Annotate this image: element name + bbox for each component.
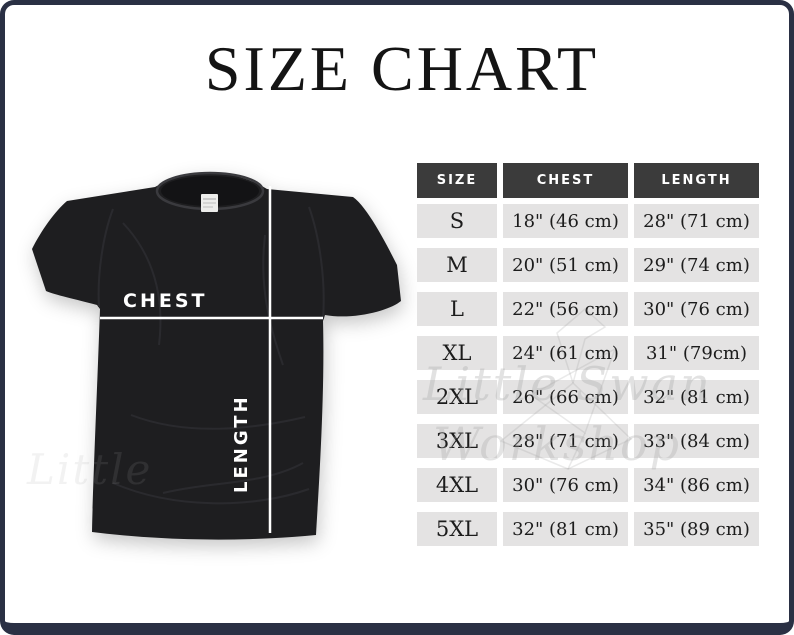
- chest-cell: 24" (61 cm): [503, 336, 628, 370]
- col-header-length: LENGTH: [634, 163, 759, 198]
- chest-cell: 20" (51 cm): [503, 248, 628, 282]
- chest-measure-label: CHEST: [123, 290, 208, 312]
- size-cell: 3XL: [417, 424, 497, 458]
- col-header-size: SIZE: [417, 163, 497, 198]
- length-cell: 32" (81 cm): [634, 380, 759, 414]
- size-table: SIZE CHEST LENGTH S 18" (46 cm) 28" (71 …: [417, 163, 759, 546]
- size-cell: 2XL: [417, 380, 497, 414]
- chest-cell: 32" (81 cm): [503, 512, 628, 546]
- page-title: SIZE CHART: [204, 33, 600, 104]
- col-header-chest: CHEST: [503, 163, 628, 198]
- chest-cell: 18" (46 cm): [503, 204, 628, 238]
- size-cell: M: [417, 248, 497, 282]
- chest-cell: 28" (71 cm): [503, 424, 628, 458]
- size-cell: 5XL: [417, 512, 497, 546]
- size-table-header: SIZE CHEST LENGTH: [417, 163, 759, 198]
- size-cell: L: [417, 292, 497, 326]
- length-cell: 29" (74 cm): [634, 248, 759, 282]
- tshirt-illustration: [32, 171, 401, 540]
- size-cell: 4XL: [417, 468, 497, 502]
- length-cell: 34" (86 cm): [634, 468, 759, 502]
- chest-cell: 26" (66 cm): [503, 380, 628, 414]
- size-cell: XL: [417, 336, 497, 370]
- length-cell: 28" (71 cm): [634, 204, 759, 238]
- tshirt-body: [32, 171, 401, 540]
- size-cell: S: [417, 204, 497, 238]
- neck-tag: [201, 194, 218, 212]
- chest-cell: 22" (56 cm): [503, 292, 628, 326]
- length-cell: 31" (79cm): [634, 336, 759, 370]
- length-measure-label: LENGTH: [231, 394, 252, 493]
- length-cell: 35" (89 cm): [634, 512, 759, 546]
- length-cell: 33" (84 cm): [634, 424, 759, 458]
- chest-cell: 30" (76 cm): [503, 468, 628, 502]
- size-table-body: S 18" (46 cm) 28" (71 cm) M 20" (51 cm) …: [417, 204, 759, 546]
- length-cell: 30" (76 cm): [634, 292, 759, 326]
- fabric-folds: [97, 206, 325, 505]
